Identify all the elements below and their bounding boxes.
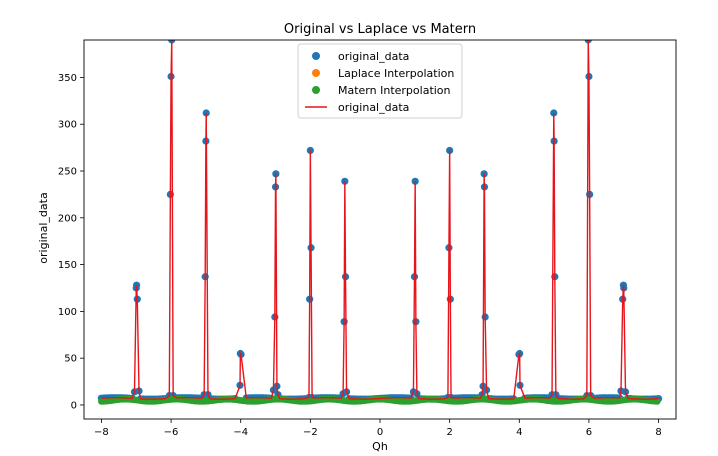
legend-label: original_data: [338, 50, 409, 63]
y-tick-label: 0: [71, 400, 77, 411]
y-tick-label: 150: [58, 260, 77, 271]
legend-swatch-marker: [312, 86, 320, 94]
x-tick-label: −4: [233, 427, 248, 438]
y-tick-label: 300: [58, 120, 77, 131]
x-tick-label: 4: [516, 427, 522, 438]
x-tick-label: 6: [586, 427, 592, 438]
legend-label: original_data: [338, 101, 409, 114]
legend-swatch-marker: [312, 69, 320, 77]
y-tick-label: 350: [58, 73, 77, 84]
x-tick-label: −2: [303, 427, 318, 438]
x-tick-label: −8: [94, 427, 109, 438]
x-tick-label: 8: [655, 427, 661, 438]
x-tick-label: 0: [377, 427, 383, 438]
y-tick-label: 100: [58, 307, 77, 318]
y-tick-label: 200: [58, 213, 77, 224]
original-data-line: [101, 40, 659, 400]
legend-label: Matern Interpolation: [338, 84, 451, 97]
legend: original_data Laplace Interpolation Matern…: [297, 43, 463, 119]
chart-title: Original vs Laplace vs Matern: [284, 22, 476, 37]
x-tick-label: −6: [164, 427, 179, 438]
legend-swatch-marker: [312, 52, 320, 60]
legend-label: Laplace Interpolation: [338, 67, 454, 80]
axes: −8 −6 −4 −2 0 2 4 6 8 0 50 100 150 200 250 300 350: [58, 39, 677, 438]
y-tick-label: 50: [64, 354, 77, 365]
matern-interpolation-point: [653, 397, 661, 405]
legend-box: [297, 43, 463, 119]
plot-area: [97, 40, 663, 405]
x-tick-label: 2: [446, 427, 452, 438]
y-axis-title: original_data: [37, 192, 50, 263]
y-tick-label: 250: [58, 167, 77, 178]
x-axis-title: Qh: [372, 440, 388, 453]
